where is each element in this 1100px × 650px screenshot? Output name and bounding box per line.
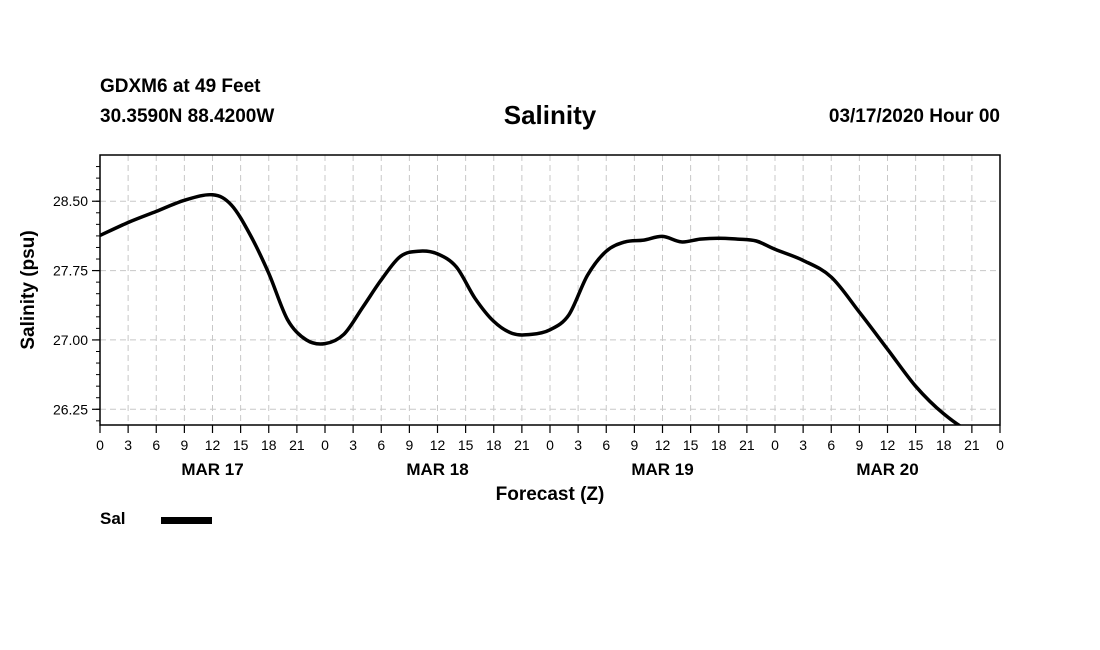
x-tick-label: 21 bbox=[289, 437, 305, 453]
x-tick-label: 6 bbox=[377, 437, 385, 453]
legend-label: Sal bbox=[100, 509, 126, 528]
x-tick-label: 6 bbox=[602, 437, 610, 453]
y-axis-label: Salinity (psu) bbox=[18, 230, 39, 349]
x-tick-label: 12 bbox=[430, 437, 446, 453]
y-tick-label: 27.00 bbox=[53, 332, 88, 348]
x-tick-label: 3 bbox=[574, 437, 582, 453]
x-tick-label: 12 bbox=[880, 437, 896, 453]
x-tick-label: 6 bbox=[152, 437, 160, 453]
legend-swatch bbox=[161, 517, 212, 524]
x-tick-label: 15 bbox=[233, 437, 249, 453]
x-tick-label: 9 bbox=[405, 437, 413, 453]
x-tick-label: 15 bbox=[458, 437, 474, 453]
x-tick-label: 0 bbox=[546, 437, 554, 453]
date-label: MAR 18 bbox=[406, 460, 468, 479]
chart-title: Salinity bbox=[503, 100, 597, 130]
x-tick-label: 9 bbox=[180, 437, 188, 453]
x-tick-label: 0 bbox=[996, 437, 1004, 453]
x-tick-label: 18 bbox=[261, 437, 277, 453]
x-axis-label: Forecast (Z) bbox=[496, 484, 605, 505]
x-tick-label: 0 bbox=[96, 437, 104, 453]
x-tick-label: 9 bbox=[855, 437, 863, 453]
y-tick-label: 26.25 bbox=[53, 401, 88, 417]
station-label: GDXM6 at 49 Feet bbox=[100, 76, 261, 97]
x-tick-label: 3 bbox=[349, 437, 357, 453]
x-tick-label: 21 bbox=[514, 437, 530, 453]
series-line-sal bbox=[100, 192, 962, 425]
coordinates-label: 30.3590N 88.4200W bbox=[100, 106, 275, 127]
x-tick-label: 3 bbox=[124, 437, 132, 453]
date-label: MAR 20 bbox=[856, 460, 918, 479]
x-tick-label: 6 bbox=[827, 437, 835, 453]
x-tick-label: 15 bbox=[683, 437, 699, 453]
forecast-datetime: 03/17/2020 Hour 00 bbox=[828, 106, 1000, 127]
date-label: MAR 17 bbox=[181, 460, 243, 479]
date-label: MAR 19 bbox=[631, 460, 693, 479]
x-tick-label: 18 bbox=[711, 437, 727, 453]
x-tick-label: 0 bbox=[321, 437, 329, 453]
x-tick-label: 0 bbox=[771, 437, 779, 453]
x-tick-label: 3 bbox=[799, 437, 807, 453]
x-tick-label: 12 bbox=[205, 437, 221, 453]
x-tick-label: 9 bbox=[630, 437, 638, 453]
x-tick-label: 18 bbox=[936, 437, 952, 453]
x-tick-label: 18 bbox=[486, 437, 502, 453]
y-tick-label: 27.75 bbox=[53, 263, 88, 279]
x-tick-label: 15 bbox=[908, 437, 924, 453]
x-tick-label: 21 bbox=[739, 437, 755, 453]
x-tick-label: 21 bbox=[964, 437, 980, 453]
y-tick-label: 28.50 bbox=[53, 193, 88, 209]
x-tick-label: 12 bbox=[655, 437, 671, 453]
